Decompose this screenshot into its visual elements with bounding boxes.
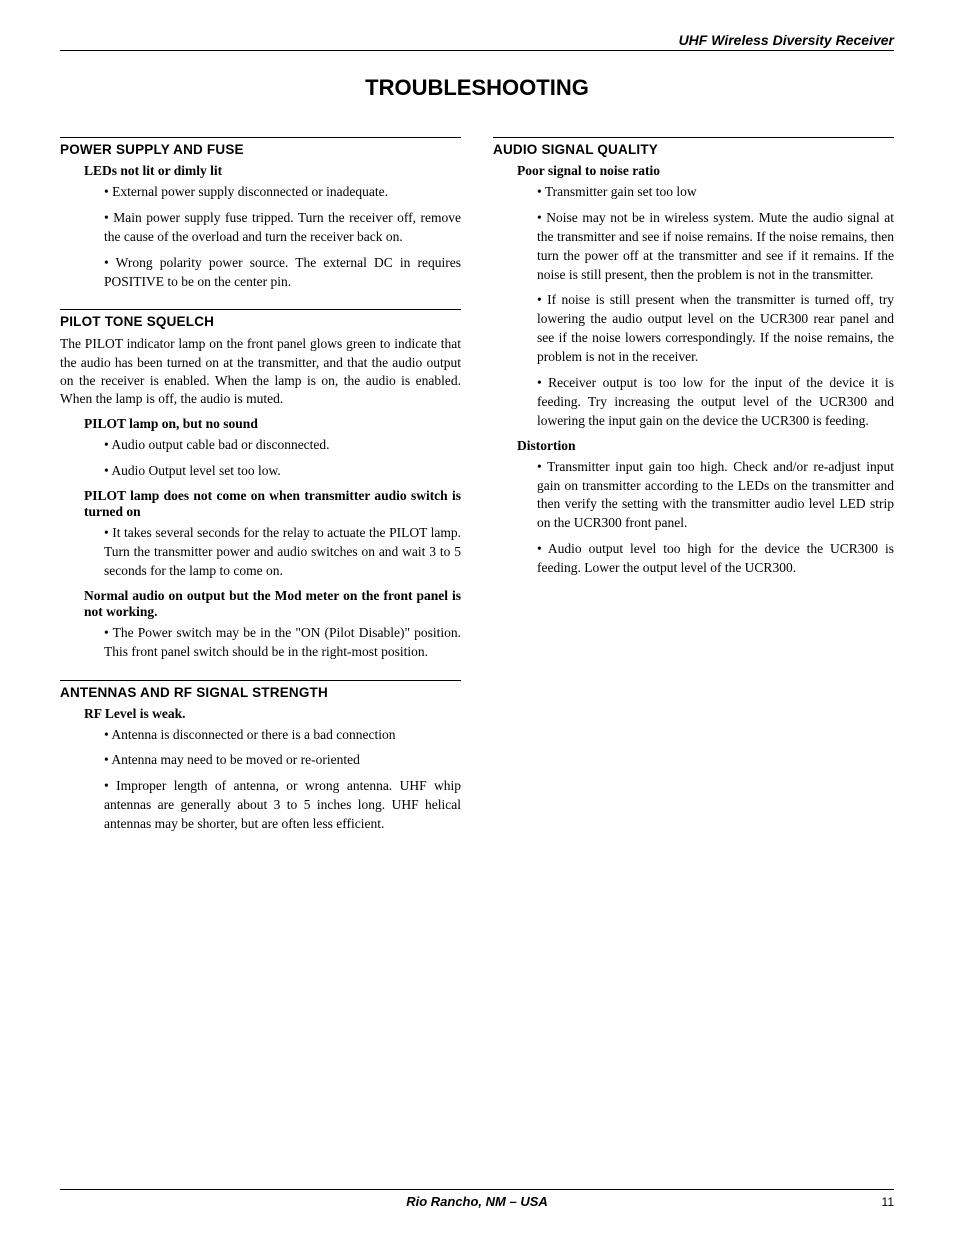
section-heading: ANTENNAS AND RF SIGNAL STRENGTH — [60, 685, 461, 700]
bullet-item: • Receiver output is too low for the inp… — [537, 374, 894, 431]
bullet-item: • The Power switch may be in the "ON (Pi… — [104, 624, 461, 662]
bullet-item: • Transmitter gain set too low — [537, 183, 894, 202]
right-column: AUDIO SIGNAL QUALITY Poor signal to nois… — [493, 137, 894, 852]
bullet-item: • Audio output cable bad or disconnected… — [104, 436, 461, 455]
header-rule — [60, 50, 894, 51]
section-pilot-tone: PILOT TONE SQUELCH The PILOT indicator l… — [60, 309, 461, 661]
content-columns: POWER SUPPLY AND FUSE LEDs not lit or di… — [60, 137, 894, 852]
section-audio-quality: AUDIO SIGNAL QUALITY Poor signal to nois… — [493, 137, 894, 578]
page-footer: Rio Rancho, NM – USA 11 — [60, 1189, 894, 1209]
section-rule — [60, 680, 461, 681]
header-product-name: UHF Wireless Diversity Receiver — [60, 32, 894, 50]
page-number: 11 — [864, 1195, 894, 1209]
section-heading: AUDIO SIGNAL QUALITY — [493, 142, 894, 157]
footer-content: Rio Rancho, NM – USA 11 — [60, 1194, 894, 1209]
footer-rule — [60, 1189, 894, 1190]
bullet-item: • If noise is still present when the tra… — [537, 291, 894, 367]
bullet-item: • Audio Output level set too low. — [104, 462, 461, 481]
bullet-item: • Improper length of antenna, or wrong a… — [104, 777, 461, 834]
section-antennas: ANTENNAS AND RF SIGNAL STRENGTH RF Level… — [60, 680, 461, 834]
bullet-item: • Audio output level too high for the de… — [537, 540, 894, 578]
sub-heading: RF Level is weak. — [84, 706, 461, 722]
bullet-item: • External power supply disconnected or … — [104, 183, 461, 202]
section-power-supply: POWER SUPPLY AND FUSE LEDs not lit or di… — [60, 137, 461, 291]
bullet-item: • Wrong polarity power source. The exter… — [104, 254, 461, 292]
bullet-item: • It takes several seconds for the relay… — [104, 524, 461, 581]
section-heading: POWER SUPPLY AND FUSE — [60, 142, 461, 157]
page-header: UHF Wireless Diversity Receiver — [60, 32, 894, 51]
bullet-item: • Transmitter input gain too high. Check… — [537, 458, 894, 534]
section-intro: The PILOT indicator lamp on the front pa… — [60, 335, 461, 408]
sub-heading: Normal audio on output but the Mod meter… — [84, 588, 461, 620]
left-column: POWER SUPPLY AND FUSE LEDs not lit or di… — [60, 137, 461, 852]
section-rule — [60, 137, 461, 138]
section-heading: PILOT TONE SQUELCH — [60, 314, 461, 329]
bullet-item: • Antenna may need to be moved or re-ori… — [104, 751, 461, 770]
sub-heading: PILOT lamp on, but no sound — [84, 416, 461, 432]
section-rule — [60, 309, 461, 310]
sub-heading: Distortion — [517, 438, 894, 454]
sub-heading: LEDs not lit or dimly lit — [84, 163, 461, 179]
sub-heading: PILOT lamp does not come on when transmi… — [84, 488, 461, 520]
bullet-item: • Noise may not be in wireless system. M… — [537, 209, 894, 285]
bullet-item: • Main power supply fuse tripped. Turn t… — [104, 209, 461, 247]
page-title: TROUBLESHOOTING — [60, 75, 894, 101]
bullet-item: • Antenna is disconnected or there is a … — [104, 726, 461, 745]
footer-location: Rio Rancho, NM – USA — [90, 1194, 864, 1209]
sub-heading: Poor signal to noise ratio — [517, 163, 894, 179]
section-rule — [493, 137, 894, 138]
